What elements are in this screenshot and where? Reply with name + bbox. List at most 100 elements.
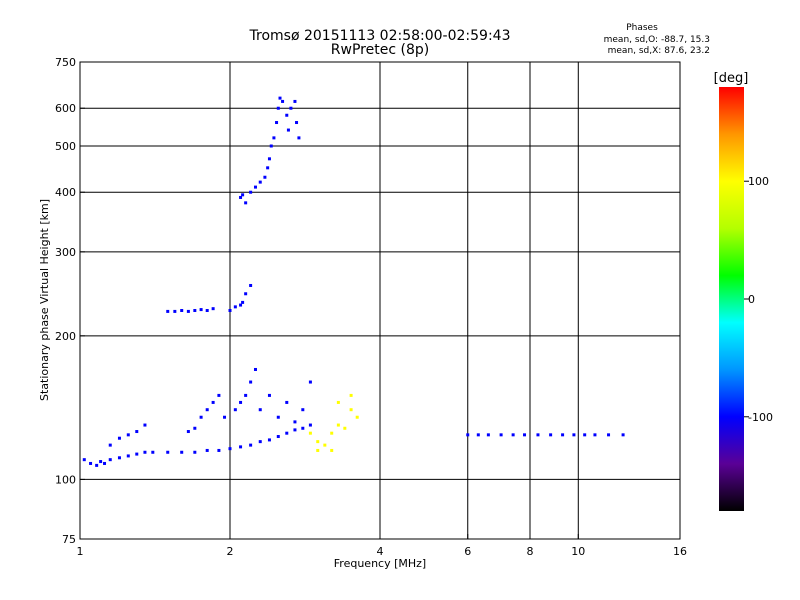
- data-point: [323, 443, 327, 447]
- data-point: [572, 433, 576, 437]
- data-point: [286, 128, 290, 132]
- data-point: [297, 136, 301, 140]
- data-point: [193, 426, 197, 430]
- data-point: [301, 408, 305, 412]
- data-point: [607, 433, 611, 437]
- data-point: [308, 423, 312, 427]
- data-point: [205, 448, 209, 452]
- data-point: [249, 190, 253, 194]
- data-point: [276, 106, 280, 110]
- data-point: [244, 393, 248, 397]
- data-point: [343, 426, 347, 430]
- data-point: [95, 463, 99, 467]
- data-point: [211, 307, 215, 311]
- data-point: [244, 201, 248, 205]
- y-axis: 75 100 200 300 400 500 600 750: [55, 56, 85, 546]
- data-point: [316, 440, 320, 444]
- data-point: [253, 185, 257, 189]
- data-point: [166, 450, 170, 454]
- colorbar-tick-label: 100: [748, 175, 769, 188]
- data-point: [293, 420, 297, 424]
- data-point: [180, 450, 184, 454]
- data-point: [228, 447, 232, 451]
- data-point: [239, 445, 243, 449]
- x-tick-label: 2: [227, 545, 234, 558]
- data-point: [193, 450, 197, 454]
- data-point: [166, 309, 170, 313]
- data-point: [199, 415, 203, 419]
- phases-box-line-o: mean, sd,O: -88.7, 15.3: [604, 35, 710, 45]
- x-tick-label: 8: [527, 545, 534, 558]
- x-tick-label: 4: [377, 545, 384, 558]
- data-point: [117, 436, 121, 440]
- x-tick-label: 1: [77, 545, 84, 558]
- data-point: [186, 430, 190, 434]
- data-point: [233, 305, 237, 309]
- y-tick-label: 75: [62, 533, 76, 546]
- data-point: [275, 121, 279, 125]
- data-point: [135, 430, 139, 434]
- y-tick-label: 400: [55, 186, 76, 199]
- data-point: [82, 458, 86, 462]
- phases-box-title: Phases: [626, 23, 658, 33]
- data-point: [193, 308, 197, 312]
- data-point: [293, 99, 297, 103]
- data-point: [239, 195, 243, 199]
- chart-title: Tromsø 20151113 02:58:00-02:59:43: [249, 28, 511, 44]
- data-point: [249, 380, 253, 384]
- data-point: [621, 433, 625, 437]
- data-point: [330, 431, 334, 435]
- data-point: [593, 433, 597, 437]
- data-point: [266, 166, 270, 170]
- data-point: [466, 433, 470, 437]
- data-point: [336, 400, 340, 404]
- data-point: [278, 96, 282, 100]
- data-point: [349, 408, 353, 412]
- data-point: [308, 380, 312, 384]
- data-point: [199, 308, 203, 312]
- data-point: [205, 408, 209, 412]
- data-point: [336, 423, 340, 427]
- data-points: [82, 96, 625, 467]
- data-point: [173, 309, 177, 313]
- x-tick-label: 16: [673, 545, 687, 558]
- data-point: [89, 461, 93, 465]
- colorbar-tick-label: 0: [748, 293, 755, 306]
- data-point: [253, 367, 257, 371]
- data-point: [276, 415, 280, 419]
- data-point: [217, 393, 221, 397]
- data-point: [241, 193, 245, 197]
- data-point: [583, 433, 587, 437]
- data-point: [289, 106, 293, 110]
- data-point: [316, 448, 320, 452]
- data-point: [511, 433, 515, 437]
- data-point: [108, 443, 112, 447]
- data-point: [135, 452, 139, 456]
- data-point: [239, 400, 243, 404]
- data-point: [233, 408, 237, 412]
- data-point: [285, 431, 289, 435]
- x-axis-label: Frequency [MHz]: [334, 557, 426, 570]
- data-point: [355, 415, 359, 419]
- y-tick-label: 500: [55, 140, 76, 153]
- data-point: [239, 303, 243, 307]
- y-tick-label: 750: [55, 56, 76, 69]
- data-point: [349, 393, 353, 397]
- chart-subtitle: RwPretec (8p): [331, 42, 429, 58]
- y-tick-label: 600: [55, 102, 76, 115]
- data-point: [276, 435, 280, 439]
- data-point: [561, 433, 565, 437]
- gridlines: [80, 62, 680, 539]
- data-point: [126, 454, 130, 458]
- x-tick-label: 6: [464, 545, 471, 558]
- data-point: [295, 121, 299, 125]
- data-point: [258, 440, 262, 444]
- data-point: [523, 433, 527, 437]
- phases-box-line-x: mean, sd,X: 87.6, 23.2: [608, 46, 710, 56]
- data-point: [258, 408, 262, 412]
- y-tick-label: 200: [55, 330, 76, 343]
- data-point: [308, 431, 312, 435]
- data-point: [241, 300, 245, 304]
- data-point: [486, 433, 490, 437]
- data-point: [223, 415, 227, 419]
